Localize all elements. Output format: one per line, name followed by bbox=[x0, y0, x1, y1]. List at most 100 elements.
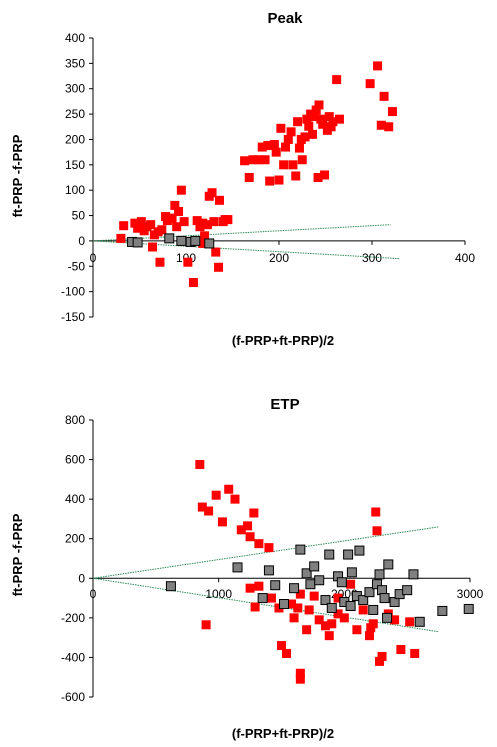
peak-red-point bbox=[276, 123, 286, 133]
etp-gray-point bbox=[402, 585, 413, 596]
etp-gray-point bbox=[232, 562, 243, 573]
etp-y-axis-label: ft-PRP -f-PRP bbox=[10, 513, 25, 596]
etp-gray-point bbox=[354, 545, 365, 556]
peak-y-tick-label: 200 bbox=[65, 132, 85, 146]
peak-y-tick-label: 300 bbox=[65, 82, 85, 96]
peak-red-point bbox=[248, 155, 258, 165]
peak-x-tick-labels: 0 100 200 300 400 bbox=[90, 251, 476, 265]
etp-red-point bbox=[375, 656, 385, 666]
etp-red-point bbox=[346, 579, 356, 589]
peak-red-point bbox=[373, 61, 383, 71]
etp-red-point bbox=[236, 525, 246, 535]
etp-red-point bbox=[295, 674, 305, 684]
etp-gray-point bbox=[165, 581, 176, 592]
peak-red-point bbox=[332, 75, 342, 85]
peak-x-axis-label: (f-PRP+ft-PRP)/2 bbox=[232, 333, 334, 348]
etp-gray-point bbox=[320, 595, 331, 606]
etp-plot-marks bbox=[89, 419, 474, 698]
etp-red-point bbox=[333, 593, 343, 603]
peak-red-point bbox=[324, 112, 334, 122]
etp-red-point bbox=[327, 619, 337, 629]
peak-red-point bbox=[263, 141, 273, 151]
peak-x-tick-label: 400 bbox=[455, 251, 475, 265]
peak-gray-point bbox=[190, 235, 201, 246]
etp-y-tick-label: 800 bbox=[65, 413, 85, 427]
peak-red-point bbox=[214, 262, 224, 272]
etp-gray-point bbox=[379, 593, 390, 604]
peak-red-point bbox=[271, 147, 281, 157]
peak-red-point bbox=[379, 91, 389, 101]
etp-reference-line bbox=[92, 526, 439, 579]
peak-x-tick-label: 200 bbox=[269, 251, 289, 265]
etp-red-point bbox=[368, 619, 378, 629]
peak-red-point bbox=[328, 117, 338, 127]
etp-gray-point bbox=[301, 568, 312, 579]
peak-red-point bbox=[170, 200, 180, 210]
etp-x-tick-label: 1000 bbox=[205, 587, 232, 601]
peak-y-tick-labels: 400 350 300 250 200 150 100 50 0 -50 -10… bbox=[61, 31, 85, 324]
peak-red-point bbox=[269, 140, 279, 150]
peak-red-point bbox=[265, 176, 275, 186]
etp-gray-point bbox=[383, 559, 394, 570]
etp-gray-point bbox=[372, 579, 383, 590]
peak-red-point bbox=[240, 156, 250, 166]
etp-red-point bbox=[277, 641, 286, 651]
etp-red-point bbox=[204, 506, 214, 516]
etp-red-point bbox=[254, 539, 264, 549]
etp-red-point bbox=[333, 609, 343, 619]
etp-gray-point bbox=[305, 579, 316, 590]
etp-red-point bbox=[243, 521, 253, 531]
peak-red-point bbox=[334, 114, 344, 124]
peak-red-point bbox=[293, 117, 303, 127]
peak-gray-point bbox=[132, 237, 143, 248]
peak-red-point bbox=[311, 105, 321, 115]
peak-panel: Peak ft-PRP -f-PRP (f-PRP+ft-PRP)/2 400 … bbox=[10, 10, 475, 348]
etp-gray-point bbox=[336, 577, 347, 588]
etp-gray-point bbox=[358, 595, 369, 606]
peak-red-point bbox=[309, 112, 319, 122]
etp-gray-point bbox=[309, 561, 320, 572]
etp-red-point bbox=[295, 668, 305, 678]
peak-red-point bbox=[288, 160, 298, 170]
peak-red-point bbox=[198, 218, 208, 228]
etp-red-point bbox=[410, 648, 420, 658]
etp-gray-point bbox=[463, 603, 474, 614]
peak-red-point bbox=[146, 220, 156, 230]
peak-reference-line bbox=[92, 240, 400, 260]
peak-y-axis-label: ft-PRP -f-PRP bbox=[10, 134, 25, 217]
peak-y-tick-label: 400 bbox=[65, 31, 85, 45]
etp-gray-point bbox=[270, 580, 281, 591]
etp-red-point bbox=[371, 507, 381, 517]
etp-red-point bbox=[266, 593, 276, 603]
peak-red-point bbox=[291, 171, 301, 181]
peak-red-point bbox=[157, 225, 167, 235]
etp-gray-point bbox=[289, 583, 300, 594]
peak-red-point bbox=[116, 233, 126, 243]
etp-red-point bbox=[287, 599, 297, 609]
etp-gray-point bbox=[408, 569, 419, 580]
etp-red-point bbox=[195, 460, 205, 470]
etp-red-point bbox=[211, 490, 221, 500]
peak-red-point bbox=[387, 107, 397, 117]
peak-red-point bbox=[223, 215, 233, 225]
etp-x-axis-label: (f-PRP+ft-PRP)/2 bbox=[232, 726, 334, 741]
etp-gray-point bbox=[382, 612, 393, 623]
peak-red-point bbox=[155, 257, 165, 267]
peak-red-point bbox=[384, 122, 394, 132]
peak-red-point bbox=[188, 278, 198, 288]
etp-red-point bbox=[339, 613, 349, 623]
etp-reference-line bbox=[92, 577, 439, 633]
peak-red-point bbox=[162, 216, 172, 226]
peak-red-point bbox=[179, 217, 189, 227]
peak-red-point bbox=[172, 222, 182, 232]
peak-red-point bbox=[209, 217, 219, 227]
etp-red-point bbox=[254, 581, 264, 591]
peak-red-point bbox=[313, 173, 323, 182]
peak-red-point bbox=[130, 218, 140, 228]
etp-red-point bbox=[201, 620, 211, 630]
peak-red-point bbox=[257, 142, 267, 152]
peak-red-point bbox=[320, 170, 330, 180]
etp-gray-point bbox=[314, 575, 325, 586]
etp-red-point bbox=[293, 603, 303, 613]
